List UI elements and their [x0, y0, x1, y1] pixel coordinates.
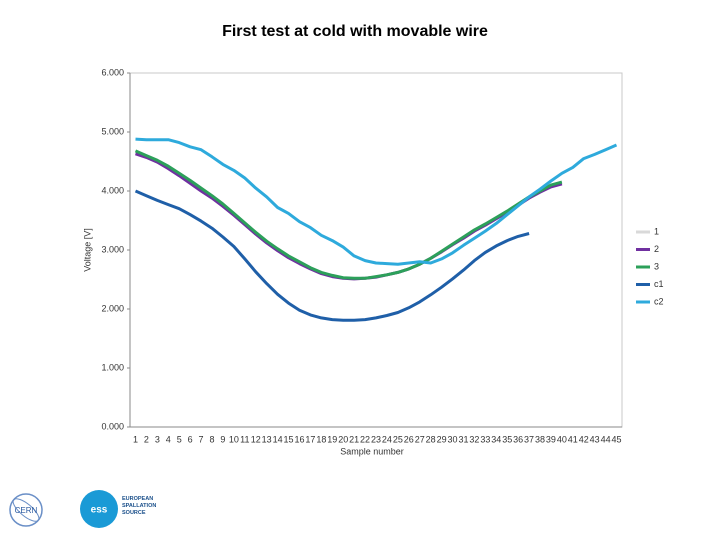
- svg-text:ess: ess: [91, 505, 108, 516]
- x-tick-label: 2: [144, 434, 149, 444]
- logo-text: CERN: [15, 506, 38, 515]
- legend-label: c2: [654, 296, 664, 306]
- x-axis-label: Sample number: [340, 446, 404, 456]
- ess-logo: ess EUROPEAN SPALLATION SOURCE: [80, 490, 157, 528]
- y-tick-label: 2.000: [101, 303, 124, 313]
- x-tick-label: 40: [557, 434, 567, 444]
- x-tick-label: 41: [568, 434, 578, 444]
- y-tick-label: 4.000: [101, 185, 124, 195]
- logo-text: EUROPEAN SPALLATION SOURCE: [122, 496, 157, 516]
- legend-label: 2: [654, 244, 659, 254]
- x-tick-label: 10: [229, 434, 239, 444]
- x-tick-label: 11: [240, 434, 249, 444]
- x-tick-label: 1: [133, 434, 138, 444]
- x-tick-label: 23: [371, 434, 381, 444]
- y-tick-label: 5.000: [101, 126, 124, 136]
- y-tick-label: 3.000: [101, 244, 124, 254]
- x-tick-label: 20: [338, 434, 348, 444]
- y-tick-label: 6.000: [101, 67, 124, 77]
- x-tick-label: 43: [590, 434, 600, 444]
- x-tick-label: 45: [612, 434, 622, 444]
- y-tick-label: 0.000: [101, 421, 124, 431]
- x-tick-label: 39: [546, 434, 556, 444]
- plot-area: [129, 72, 623, 428]
- x-tick-label: 38: [535, 434, 545, 444]
- x-tick-label: 24: [382, 434, 392, 444]
- x-tick-label: 14: [273, 434, 283, 444]
- x-tick-label: 32: [469, 434, 479, 444]
- x-tick-label: 31: [458, 434, 468, 444]
- x-tick-label: 9: [220, 434, 225, 444]
- x-tick-label: 5: [177, 434, 182, 444]
- x-tick-label: 12: [251, 434, 261, 444]
- series-line: [134, 149, 563, 280]
- x-tick-label: 35: [502, 434, 512, 444]
- legend-label: 1: [654, 226, 659, 236]
- x-tick-label: 44: [601, 434, 611, 444]
- legend-label: c1: [654, 279, 664, 289]
- x-tick-label: 4: [166, 434, 171, 444]
- x-tick-label: 25: [393, 434, 403, 444]
- x-tick-label: 6: [188, 434, 193, 444]
- legend-label: 3: [654, 261, 659, 271]
- x-tick-label: 22: [360, 434, 370, 444]
- x-tick-label: 34: [491, 434, 501, 444]
- cern-logo: CERN: [9, 493, 43, 527]
- x-tick-label: 42: [579, 434, 589, 444]
- x-tick-label: 27: [415, 434, 425, 444]
- x-tick-label: 37: [524, 434, 534, 444]
- x-tick-label: 36: [513, 434, 523, 444]
- x-tick-label: 18: [316, 434, 326, 444]
- x-tick-label: 7: [199, 434, 204, 444]
- x-tick-label: 13: [262, 434, 272, 444]
- x-tick-label: 8: [209, 434, 214, 444]
- y-axis-label: Voltage [V]: [82, 228, 92, 272]
- x-tick-label: 19: [327, 434, 337, 444]
- x-tick-label: 17: [305, 434, 315, 444]
- x-tick-label: 30: [448, 434, 458, 444]
- x-tick-label: 3: [155, 434, 160, 444]
- x-tick-label: 29: [437, 434, 447, 444]
- x-tick-label: 26: [404, 434, 414, 444]
- x-tick-label: 28: [426, 434, 436, 444]
- x-tick-label: 21: [349, 434, 359, 444]
- series-line: [134, 189, 530, 322]
- chart-title: First test at cold with movable wire: [222, 23, 488, 40]
- x-tick-label: 16: [294, 434, 304, 444]
- series-line: [135, 137, 618, 266]
- x-tick-label: 15: [284, 434, 294, 444]
- y-tick-label: 1.000: [101, 362, 124, 372]
- x-tick-label: 33: [480, 434, 490, 444]
